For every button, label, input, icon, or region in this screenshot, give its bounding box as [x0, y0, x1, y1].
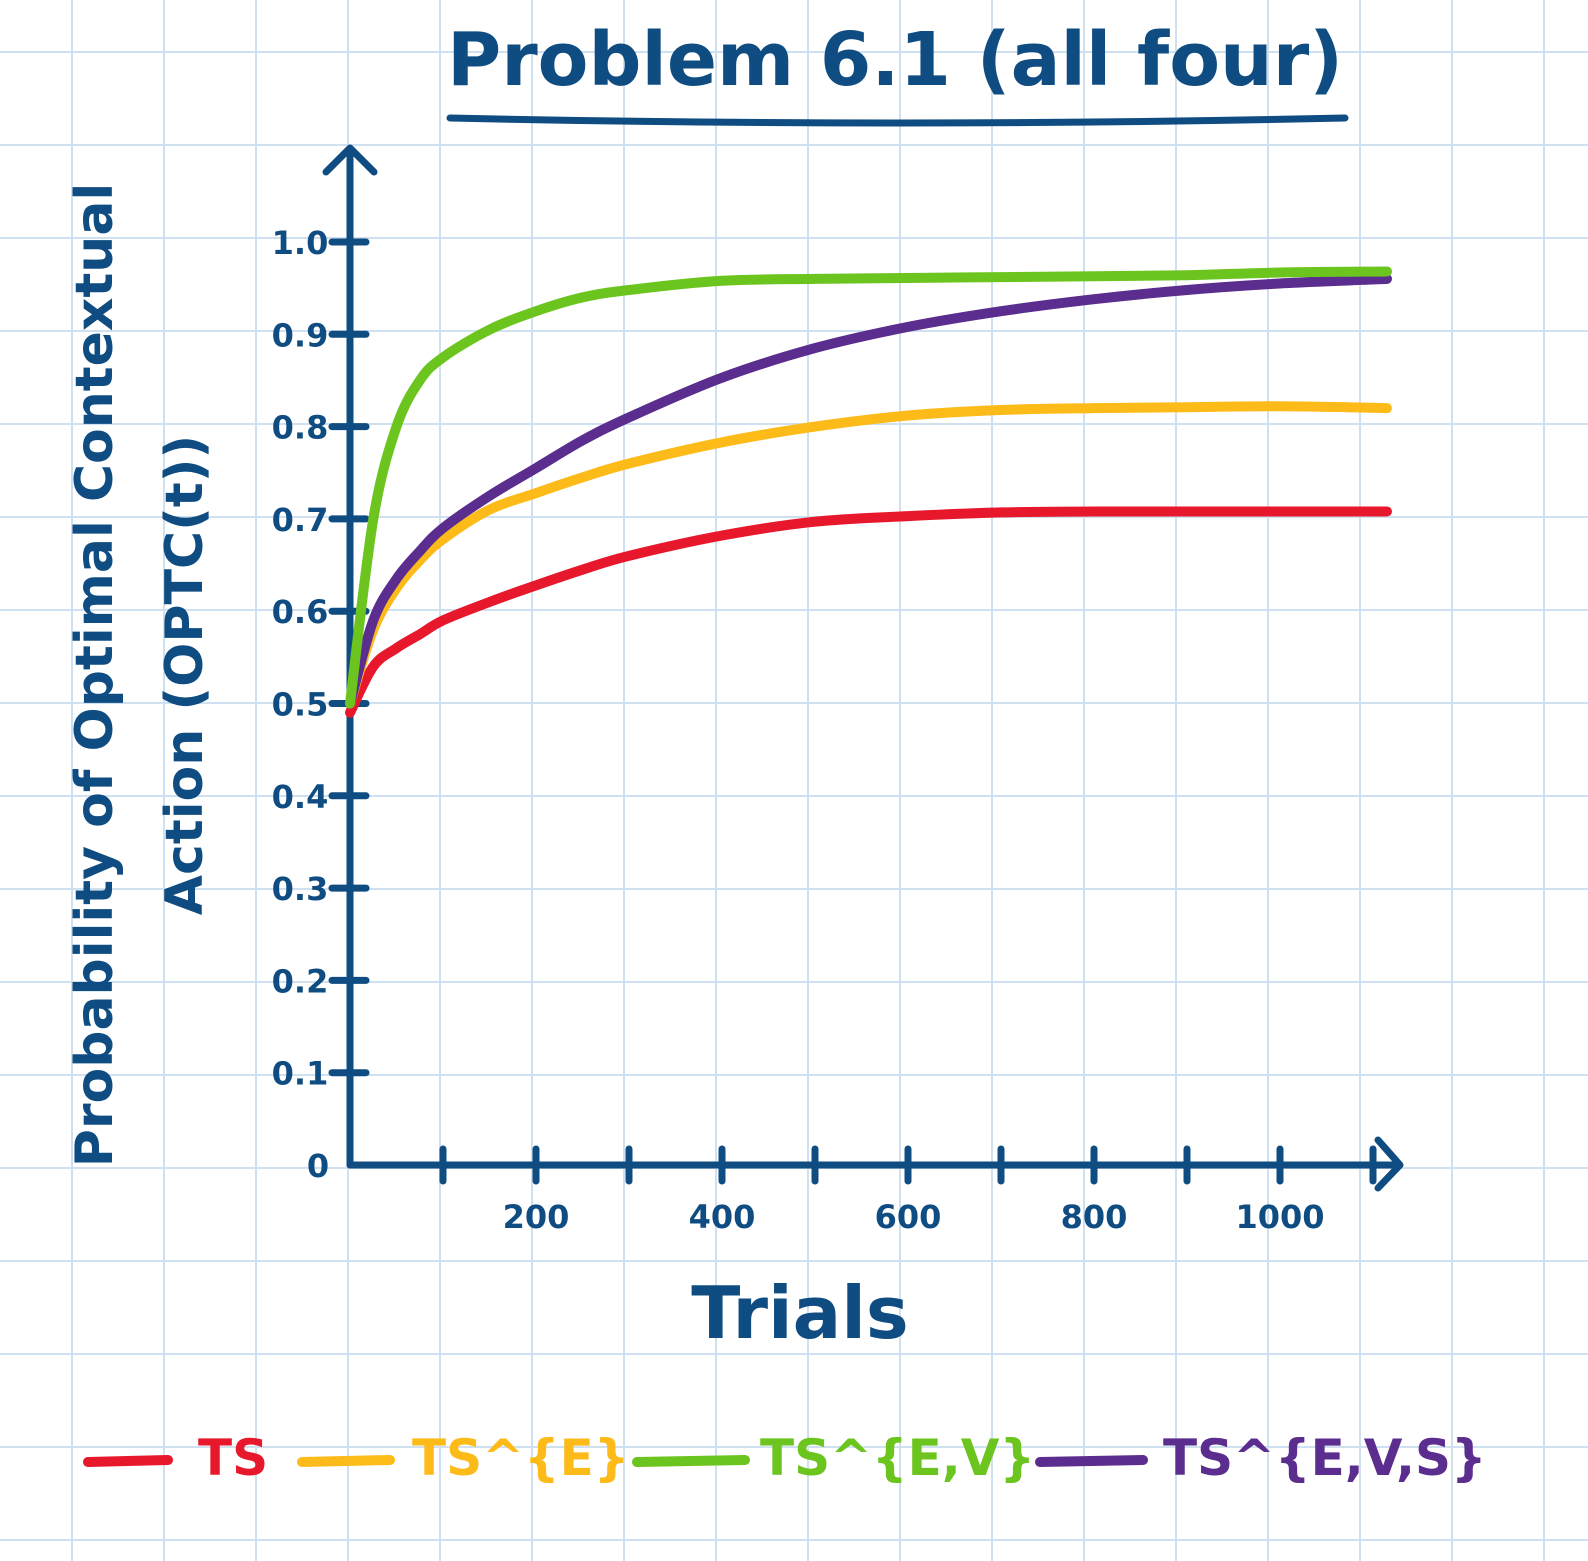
y-tick-label: 0.2 [272, 962, 329, 1000]
y-tick-label: 1.0 [272, 224, 329, 262]
y-tick-label: 0 [307, 1147, 329, 1185]
y-tick-label: 0.9 [272, 316, 329, 354]
y-tick-label: 0.7 [272, 501, 329, 539]
x-tick-label: 1000 [1235, 1198, 1324, 1236]
y-tick-label: 0.5 [272, 686, 329, 724]
axes [322, 144, 1404, 1192]
legend-label: TS^{E,V} [760, 1429, 1035, 1487]
title-underline [446, 114, 1349, 127]
legend-swatch [632, 1455, 750, 1467]
legend-label: TS^{E,V,S} [1163, 1429, 1487, 1487]
legend-label: TS^{E} [412, 1429, 629, 1487]
legend-swatch [83, 1455, 173, 1467]
y-tick-label: 0.1 [272, 1055, 329, 1093]
chart-title: Problem 6.1 (all four) [447, 17, 1343, 103]
y-tick-label: 0.8 [272, 409, 329, 447]
x-tick-label: 200 [503, 1198, 570, 1236]
x-axis-arrowhead [1374, 1136, 1404, 1192]
x-tick-label: 800 [1061, 1198, 1128, 1236]
series-line-4 [345, 273, 1392, 709]
x-axis-label: Trials [691, 1271, 909, 1355]
legend-swatch [1035, 1455, 1148, 1467]
axis-ticks: 0 0.1 0.2 0.3 0.4 0.5 0.6 0.7 0.8 0.9 1.0 200 400 600… [272, 224, 1377, 1236]
series-line-2 [345, 401, 1392, 709]
y-axis-arrowhead [322, 144, 378, 176]
series-lines [345, 266, 1392, 718]
legend-swatch [297, 1455, 395, 1467]
y-axis-label-line2: Action (OPTC(t)) [155, 435, 215, 915]
y-tick-label: 0.3 [272, 870, 329, 908]
x-tick-label: 600 [875, 1198, 942, 1236]
y-tick-label: 0.4 [272, 778, 329, 816]
legend: TS TS^{E} TS^{E,V} TS^{E,V,S} [83, 1429, 1487, 1487]
x-tick-label: 400 [689, 1198, 756, 1236]
y-tick-label: 0.6 [272, 593, 329, 631]
series-line-3 [345, 266, 1392, 709]
y-axis-label-group: Probability of Optimal Contextual Action… [65, 183, 215, 1167]
y-axis-label-line1: Probability of Optimal Contextual [65, 183, 125, 1167]
series-line-1 [345, 506, 1392, 718]
legend-label: TS [198, 1429, 268, 1487]
